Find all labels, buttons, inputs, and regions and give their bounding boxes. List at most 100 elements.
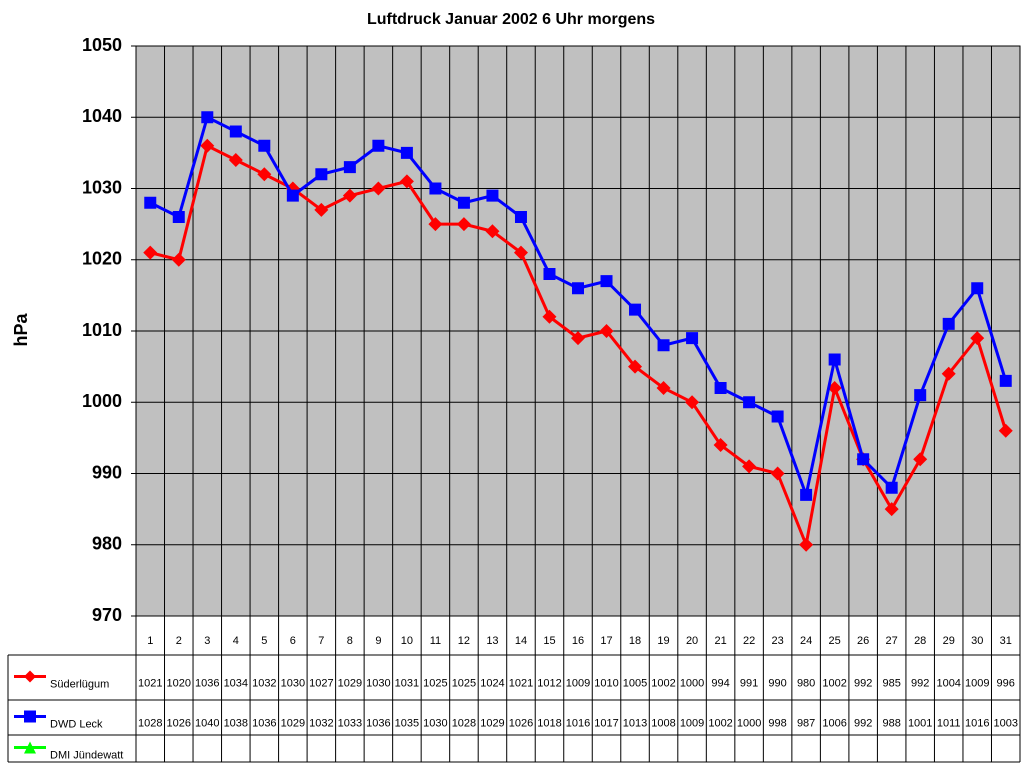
marker [971,282,984,295]
table-value: 1021 [138,677,162,689]
marker [941,366,956,381]
x-tick-label: 1 [147,635,153,647]
table-value: 1012 [537,677,561,689]
table-value: 1033 [338,717,362,729]
marker [399,174,414,189]
table-value: 1002 [708,717,732,729]
table-value: 1009 [566,677,590,689]
table-value: 1002 [651,677,675,689]
table-value: 1028 [138,717,162,729]
table-value: 1002 [822,677,846,689]
table-value: 1020 [167,677,191,689]
x-tick-label: 23 [771,635,783,647]
table-value: 992 [911,677,929,689]
table-value: 1005 [623,677,647,689]
marker [144,196,157,209]
table-value: 1032 [252,677,276,689]
table-value: 1028 [452,717,476,729]
marker [258,139,271,152]
table-value: 1035 [395,717,419,729]
table-value: 1009 [680,717,704,729]
table-value: 1036 [252,717,276,729]
table-value: 1009 [965,677,989,689]
table-value: 1025 [423,677,447,689]
x-tick-label: 24 [800,635,812,647]
marker [998,423,1013,438]
y-tick-label: 1030 [82,177,122,197]
x-tick-label: 27 [886,635,898,647]
table-value: 992 [854,677,872,689]
marker [884,502,899,517]
table-value: 998 [768,717,786,729]
marker [942,317,955,330]
marker [429,182,442,195]
table-value: 1030 [423,717,447,729]
x-tick-label: 21 [714,635,726,647]
x-tick-label: 9 [375,635,381,647]
marker [629,303,642,316]
table-value: 1021 [509,677,533,689]
x-tick-label: 14 [515,635,527,647]
table-value: 1040 [195,717,219,729]
table-value: 1011 [937,717,961,729]
marker [456,217,471,232]
table-value: 985 [882,677,900,689]
marker [171,252,186,267]
marker [714,382,727,394]
x-tick-label: 20 [686,635,698,647]
y-tick-label: 1050 [82,35,122,55]
x-tick-label: 29 [943,635,955,647]
x-tick-label: 18 [629,635,641,647]
marker [571,331,585,346]
marker [885,481,898,494]
marker [457,196,470,209]
table-value: 1006 [822,717,846,729]
x-tick-label: 25 [829,635,841,647]
marker [542,309,557,324]
table-value: 990 [768,677,786,689]
marker [599,324,614,338]
table-value: 1008 [651,717,675,729]
marker [342,188,357,203]
x-tick-label: 2 [176,635,182,647]
legend-label: Süderlügum [50,678,109,690]
table-value: 1018 [537,717,561,729]
chart-title: Luftdruck Januar 2002 6 Uhr morgens [367,11,655,28]
table-value: 1004 [936,677,960,689]
table-value: 1016 [566,717,590,729]
table-value: 1017 [594,717,618,729]
marker [827,381,842,395]
y-tick-label: 1020 [82,249,122,269]
marker [372,139,385,152]
marker [514,211,527,223]
table-value: 1003 [993,717,1017,729]
y-tick-label: 980 [92,534,122,554]
x-tick-label: 12 [458,635,470,647]
x-tick-label: 13 [486,635,498,647]
table-value: 1031 [395,677,419,689]
marker [770,466,785,481]
table-value: 1029 [338,677,362,689]
marker [257,167,272,182]
marker [201,111,214,124]
x-tick-label: 31 [1000,635,1012,647]
table-value: 994 [711,677,729,689]
marker [686,332,699,345]
x-tick-label: 15 [543,635,555,647]
x-tick-label: 4 [233,635,239,647]
table-value: 1000 [737,717,761,729]
marker [914,389,927,402]
marker [200,138,215,153]
table-value: 1025 [452,677,476,689]
marker [628,359,643,374]
table-value: 1000 [680,677,704,689]
x-tick-label: 16 [572,635,584,647]
marker [485,224,500,239]
marker [970,331,985,346]
x-tick-label: 7 [318,635,324,647]
marker [229,125,242,138]
marker [172,211,185,223]
marker [24,670,36,683]
table-value: 1030 [281,677,305,689]
